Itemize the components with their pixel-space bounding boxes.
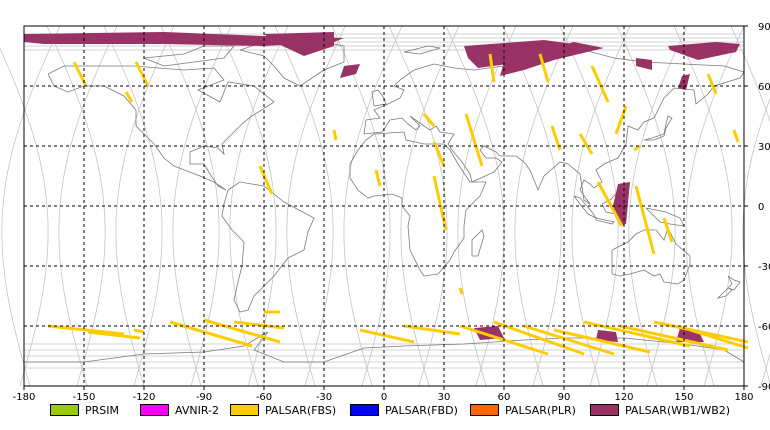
y-tick-label: -60 bbox=[758, 322, 770, 333]
x-tick-label: 150 bbox=[674, 392, 693, 400]
orbit-track bbox=[730, 25, 770, 387]
fbs-swath bbox=[619, 324, 729, 352]
y-tick-label: -90 bbox=[758, 382, 770, 393]
legend-swatch-fbs bbox=[230, 404, 259, 416]
y-axis-ticks: 90 60 30 0 -30 -60 -90 bbox=[744, 22, 770, 393]
y-tick-label: 30 bbox=[758, 142, 770, 153]
x-tick-label: 180 bbox=[734, 392, 753, 400]
wb-swath bbox=[24, 32, 344, 46]
legend-label-plr: PALSAR(PLR) bbox=[505, 403, 576, 417]
land-outline bbox=[716, 287, 733, 299]
fbs-swath bbox=[374, 169, 382, 187]
x-tick-label: -150 bbox=[73, 392, 96, 400]
x-tick-label: -30 bbox=[316, 392, 332, 400]
fbs-swath bbox=[732, 129, 740, 143]
fbs-swath bbox=[258, 165, 274, 195]
legend-label-prsim: PRSIM bbox=[85, 403, 119, 417]
fbs-swath bbox=[706, 73, 718, 95]
x-tick-label: 120 bbox=[614, 392, 633, 400]
land-outline bbox=[471, 229, 485, 257]
x-tick-label: 30 bbox=[438, 392, 451, 400]
wb-swath bbox=[340, 64, 360, 78]
fbs-swath bbox=[359, 328, 415, 344]
wb-swaths bbox=[24, 32, 740, 342]
fbs-swath bbox=[493, 320, 585, 356]
graticule bbox=[24, 26, 744, 386]
fbs-swath bbox=[590, 65, 610, 103]
fbs-swath bbox=[538, 53, 550, 83]
fbs-swath bbox=[422, 113, 436, 127]
land-outline bbox=[611, 226, 691, 285]
coverage-map: -180 -150 -120 -90 -60 -30 0 30 60 90 120 150 180 90… bbox=[0, 22, 770, 400]
x-axis-ticks: -180 -150 -120 -90 -60 -30 0 30 60 90 120 150 180 bbox=[13, 386, 754, 400]
y-tick-label: 0 bbox=[758, 202, 764, 213]
legend: PRSIM AVNIR-2 PALSAR(FBS) PALSAR(FBD) PA… bbox=[0, 399, 770, 423]
land-outline bbox=[349, 131, 487, 277]
x-tick-label: -60 bbox=[256, 392, 272, 400]
fbs-swath bbox=[633, 144, 641, 152]
fbs-swath bbox=[634, 185, 656, 255]
legend-item-plr: PALSAR(PLR) bbox=[470, 403, 576, 417]
orbit-track bbox=[1, 25, 61, 387]
fbs-swath bbox=[332, 129, 338, 141]
wb-swath bbox=[668, 42, 740, 60]
land-outline bbox=[221, 181, 315, 313]
fbs-swath bbox=[432, 141, 446, 167]
land-outline bbox=[47, 65, 275, 191]
land-outline bbox=[643, 115, 673, 141]
x-tick-label: -90 bbox=[196, 392, 212, 400]
land-outline bbox=[403, 45, 441, 55]
legend-label-wb: PALSAR(WB1/WB2) bbox=[625, 403, 731, 417]
legend-item-prsim: PRSIM bbox=[50, 403, 119, 417]
x-tick-label: 0 bbox=[381, 392, 387, 400]
fbs-swath bbox=[133, 328, 145, 334]
y-tick-label: 90 bbox=[758, 22, 770, 33]
legend-item-fbd: PALSAR(FBD) bbox=[350, 403, 458, 417]
y-tick-label: 60 bbox=[758, 82, 770, 93]
x-tick-label: 60 bbox=[498, 392, 511, 400]
land-outline bbox=[363, 49, 745, 205]
legend-item-avnir2: AVNIR-2 bbox=[140, 403, 219, 417]
legend-swatch-avnir2 bbox=[140, 404, 169, 416]
y-tick-label: -30 bbox=[758, 262, 770, 273]
fbs-swath bbox=[689, 328, 749, 350]
legend-swatch-plr bbox=[470, 404, 499, 416]
wb-swath bbox=[264, 32, 334, 56]
fbs-swath bbox=[134, 61, 150, 87]
legend-item-wb: PALSAR(WB1/WB2) bbox=[590, 403, 730, 417]
fbs-swath bbox=[47, 324, 125, 336]
legend-label-fbd: PALSAR(FBD) bbox=[385, 403, 458, 417]
wb-swath bbox=[500, 42, 604, 76]
wb-swath bbox=[636, 58, 652, 70]
fbs-swath bbox=[523, 324, 615, 356]
legend-label-avnir2: AVNIR-2 bbox=[175, 403, 219, 417]
x-tick-label: 90 bbox=[558, 392, 571, 400]
fbs-swath bbox=[488, 53, 496, 83]
legend-swatch-wb bbox=[590, 404, 619, 416]
fbs-swath bbox=[553, 328, 651, 354]
fbs-swath bbox=[203, 318, 281, 344]
land-outline bbox=[143, 45, 235, 67]
x-tick-label: -180 bbox=[13, 392, 36, 400]
fbs-swath bbox=[596, 181, 624, 227]
legend-swatch-prsim bbox=[50, 404, 79, 416]
fbs-swath bbox=[578, 133, 594, 155]
land-outline bbox=[727, 275, 741, 291]
x-tick-label: -120 bbox=[133, 392, 156, 400]
legend-swatch-fbd bbox=[350, 404, 379, 416]
legend-item-fbs: PALSAR(FBS) bbox=[230, 403, 336, 417]
land-outline bbox=[595, 217, 615, 225]
legend-label-fbs: PALSAR(FBS) bbox=[265, 403, 337, 417]
fbs-swath bbox=[87, 330, 141, 340]
fbs-swath bbox=[458, 287, 464, 295]
fbs-swath bbox=[464, 113, 484, 167]
fbs-swath bbox=[124, 91, 134, 103]
fbs-swath bbox=[169, 320, 253, 348]
fbs-swath bbox=[403, 324, 461, 336]
fbs-swath bbox=[233, 320, 285, 330]
wb-swath bbox=[596, 330, 618, 342]
fbs-swath bbox=[662, 217, 674, 243]
